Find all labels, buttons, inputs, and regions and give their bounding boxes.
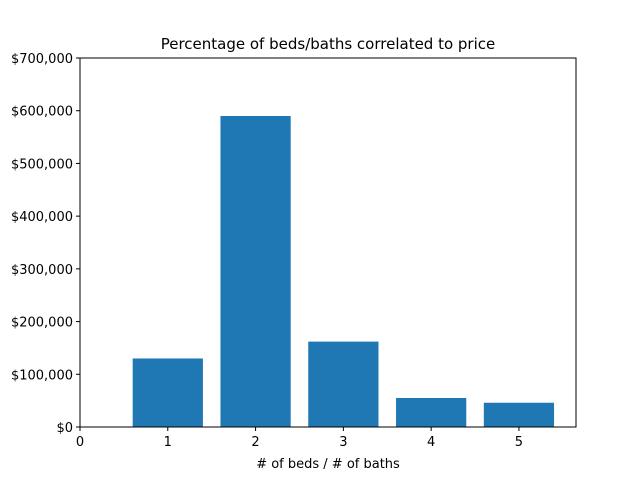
y-tick-label: $700,000: [11, 52, 73, 67]
y-axis: $0 $100,000 $200,000 $300,000 $400,000 $500,0…: [11, 52, 80, 436]
y-tick-label: $400,000: [11, 210, 73, 225]
bar-2: [220, 115, 291, 427]
y-tick-label: $300,000: [11, 263, 73, 278]
y-tick-label: $100,000: [11, 368, 73, 383]
bar-5: [483, 402, 555, 427]
x-axis: 0 1 2 3 4 5: [76, 427, 523, 450]
x-tick-label: 2: [251, 435, 259, 450]
plot-frame: [79, 57, 577, 428]
bar-4: [396, 398, 467, 427]
y-tick-label: $600,000: [11, 105, 73, 120]
x-tick-label: 1: [164, 435, 172, 450]
bars-group: [132, 115, 555, 427]
bar-1: [132, 358, 203, 427]
y-tick-label: $200,000: [11, 316, 73, 331]
x-tick-label: 3: [339, 435, 347, 450]
y-tick-label: $0: [56, 421, 73, 436]
x-tick-label: 0: [76, 435, 84, 450]
bar-3: [308, 341, 379, 427]
x-tick-label: 4: [427, 435, 435, 450]
y-tick-label: $500,000: [11, 157, 73, 172]
x-tick-label: 5: [515, 435, 523, 450]
chart-title: Percentage of beds/baths correlated to p…: [161, 35, 496, 53]
x-axis-label: # of beds / # of baths: [256, 457, 400, 472]
